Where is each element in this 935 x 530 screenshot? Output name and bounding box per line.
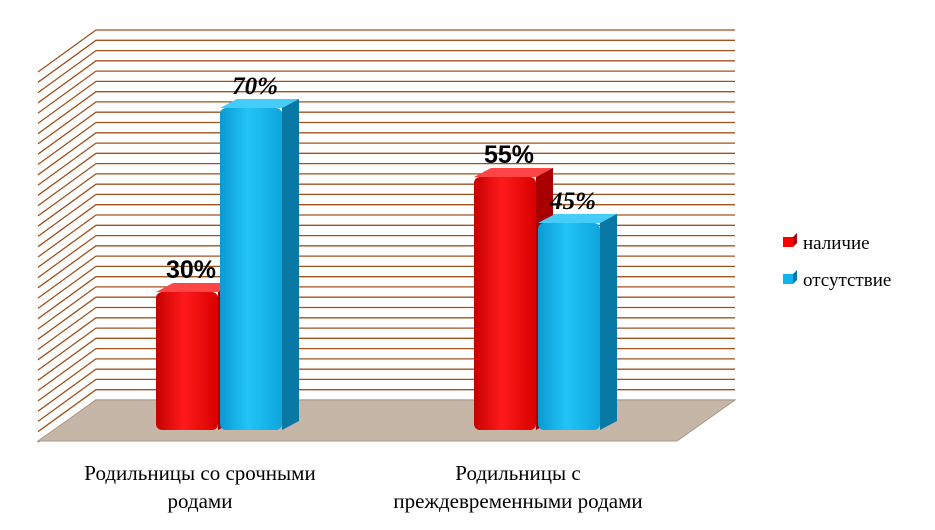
gridline [37,162,735,207]
bar-side [600,214,617,430]
gridline [37,121,735,166]
chart-category-labels: Родильницы со срочными родами Родильницы с… [84,461,642,513]
category-label-1: Родильницы со срочными [84,461,315,485]
data-label-отсутствие-2: 45% [549,188,596,215]
chart-data-labels: 30% 55% 70% 45% [166,73,596,284]
bar-top [474,168,553,177]
gridline [37,101,735,145]
bar-top [538,214,617,223]
bar-front [474,177,536,430]
chart-bars [156,99,617,430]
bar-front [220,108,282,430]
bar-front [538,223,600,430]
chart-back-wall [37,29,735,443]
gridline [37,111,735,155]
bar-front [156,292,218,430]
legend-swatch-side [793,270,797,284]
bar-top [220,99,299,108]
gridline [37,152,735,196]
gridline [37,49,735,94]
gridline [37,132,735,176]
gridline [37,70,735,114]
data-label-наличие-1: 30% [166,256,216,284]
gridline [37,80,735,124]
category-label-1: родами [168,489,233,513]
category-label-2: Родильницы с [455,461,580,485]
bar-отсутствие-1 [220,99,299,430]
legend-item-отсутствие: отсутствие [783,270,891,291]
bar-отсутствие-2 [538,214,617,430]
gridline [37,142,735,186]
legend-item-наличие: наличие [783,233,870,254]
legend-swatch-side [793,233,797,247]
bar-side [282,99,299,430]
data-label-наличие-2: 55% [484,141,534,169]
bar-top [156,283,235,292]
gridline [37,91,735,135]
chart-legend: наличие отсутствие [783,233,891,291]
gridline [37,29,735,73]
floor-surface [36,399,737,442]
chart-floor [36,399,737,442]
legend-swatch [783,274,793,284]
legend-label: отсутствие [803,270,891,291]
legend-label: наличие [803,233,870,254]
category-label-2: преждевременными родами [393,489,642,513]
gridline [37,39,735,83]
legend-swatch [783,237,793,247]
gridline [37,60,735,104]
data-label-отсутствие-1: 70% [232,73,278,100]
